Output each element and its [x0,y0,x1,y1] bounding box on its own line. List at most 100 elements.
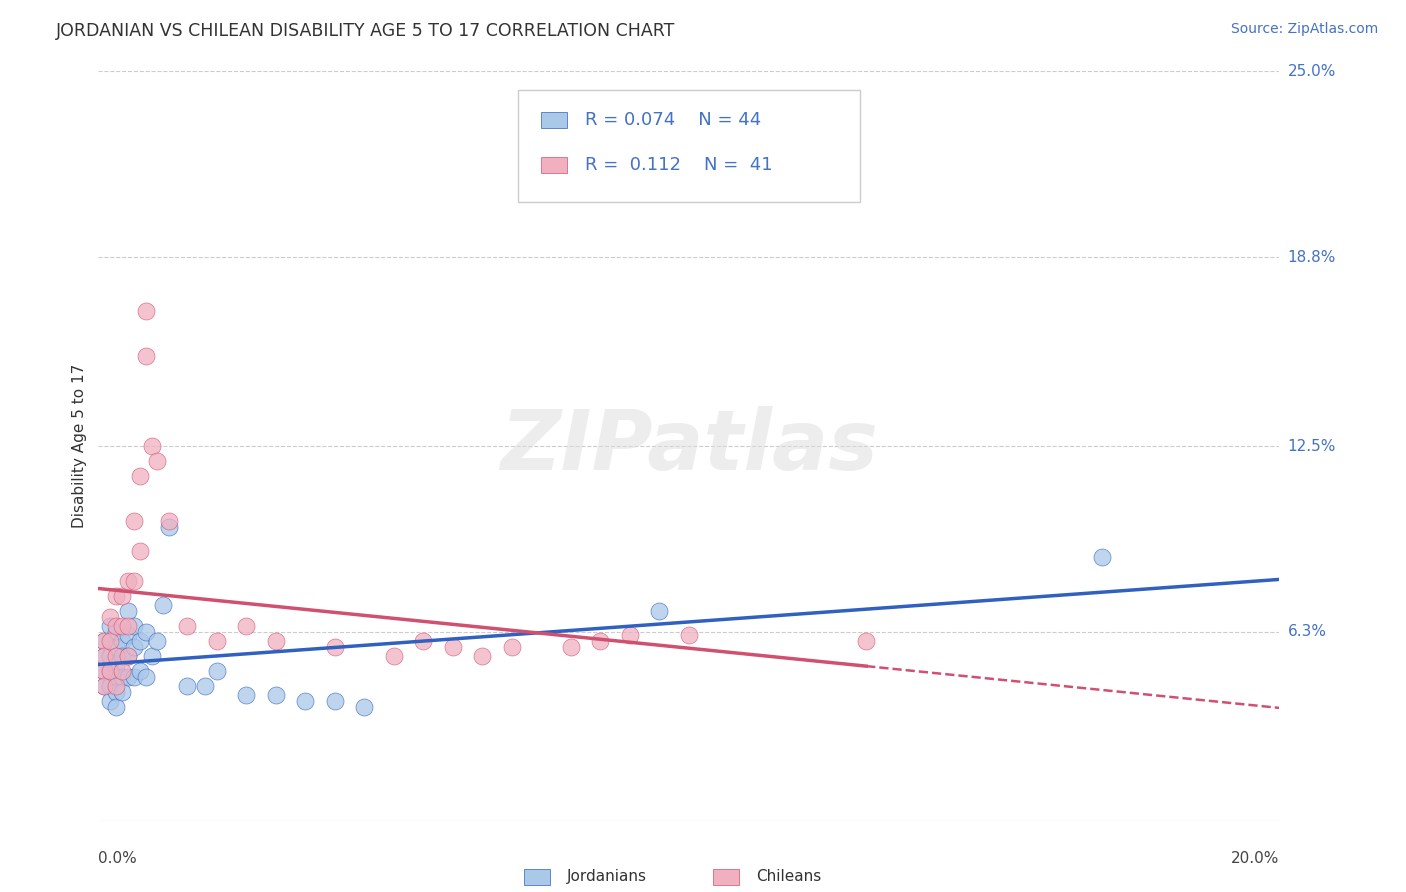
Point [105,589,128,603]
Point [471,648,494,663]
Point [194,679,217,693]
Point [111,670,134,684]
Text: Jordanians: Jordanians [567,870,647,884]
Point [98,664,121,678]
Point [128,469,150,483]
Point [105,640,128,654]
Point [98,679,121,693]
Point [98,619,121,633]
Point [135,670,157,684]
Point [122,514,145,528]
Point [205,633,228,648]
Point [855,633,877,648]
Point [93,679,115,693]
FancyBboxPatch shape [713,869,738,885]
Point [619,628,641,642]
Point [93,633,115,648]
Point [111,589,134,603]
Point [111,619,134,633]
Point [135,624,157,639]
Point [93,633,115,648]
Point [264,688,287,702]
Point [98,664,121,678]
Text: R = 0.074    N = 44: R = 0.074 N = 44 [585,112,761,129]
Point [235,619,257,633]
Text: 12.5%: 12.5% [1288,439,1336,453]
FancyBboxPatch shape [541,112,567,128]
Point [105,657,128,672]
Point [235,688,257,702]
Point [105,648,128,663]
Point [93,664,115,678]
Text: 0.0%: 0.0% [98,851,138,866]
Point [111,685,134,699]
Point [1091,549,1114,564]
Point [117,604,139,618]
Point [501,640,523,654]
Point [157,520,180,534]
Y-axis label: Disability Age 5 to 17: Disability Age 5 to 17 [72,364,87,528]
Point [111,648,134,663]
Point [117,670,139,684]
Point [111,633,134,648]
Point [323,694,346,708]
Point [294,694,316,708]
Point [678,628,700,642]
Point [441,640,464,654]
Point [105,679,128,693]
Point [141,648,163,663]
Point [176,679,198,693]
Text: R =  0.112    N =  41: R = 0.112 N = 41 [585,156,773,174]
Text: ZIPatlas: ZIPatlas [501,406,877,486]
Point [146,633,169,648]
Point [141,439,163,453]
Point [264,633,287,648]
Text: Chileans: Chileans [756,870,821,884]
Point [128,633,150,648]
Point [105,685,128,699]
Text: 25.0%: 25.0% [1288,64,1336,78]
Text: 18.8%: 18.8% [1288,250,1336,265]
Point [105,670,128,684]
Point [589,633,612,648]
FancyBboxPatch shape [523,869,550,885]
Point [135,304,157,318]
Point [98,648,121,663]
Point [105,699,128,714]
Point [105,619,128,633]
Text: 6.3%: 6.3% [1288,624,1327,640]
Point [323,640,346,654]
Point [128,544,150,558]
Point [98,610,121,624]
Point [117,574,139,588]
Point [128,664,150,678]
Point [98,694,121,708]
Point [93,679,115,693]
Point [93,648,115,663]
Point [98,633,121,648]
Point [117,648,139,663]
Point [117,648,139,663]
Point [157,514,180,528]
Point [122,640,145,654]
Point [152,598,174,612]
FancyBboxPatch shape [517,90,860,202]
FancyBboxPatch shape [541,157,567,173]
Point [135,349,157,363]
Point [412,633,434,648]
Point [382,648,405,663]
Point [205,664,228,678]
Point [176,619,198,633]
Point [93,648,115,663]
Point [122,619,145,633]
Point [111,664,134,678]
Point [105,624,128,639]
Point [560,640,582,654]
Text: Source: ZipAtlas.com: Source: ZipAtlas.com [1230,22,1378,37]
Point [117,628,139,642]
Point [122,670,145,684]
Point [648,604,671,618]
Point [353,699,375,714]
Point [93,664,115,678]
Point [122,574,145,588]
